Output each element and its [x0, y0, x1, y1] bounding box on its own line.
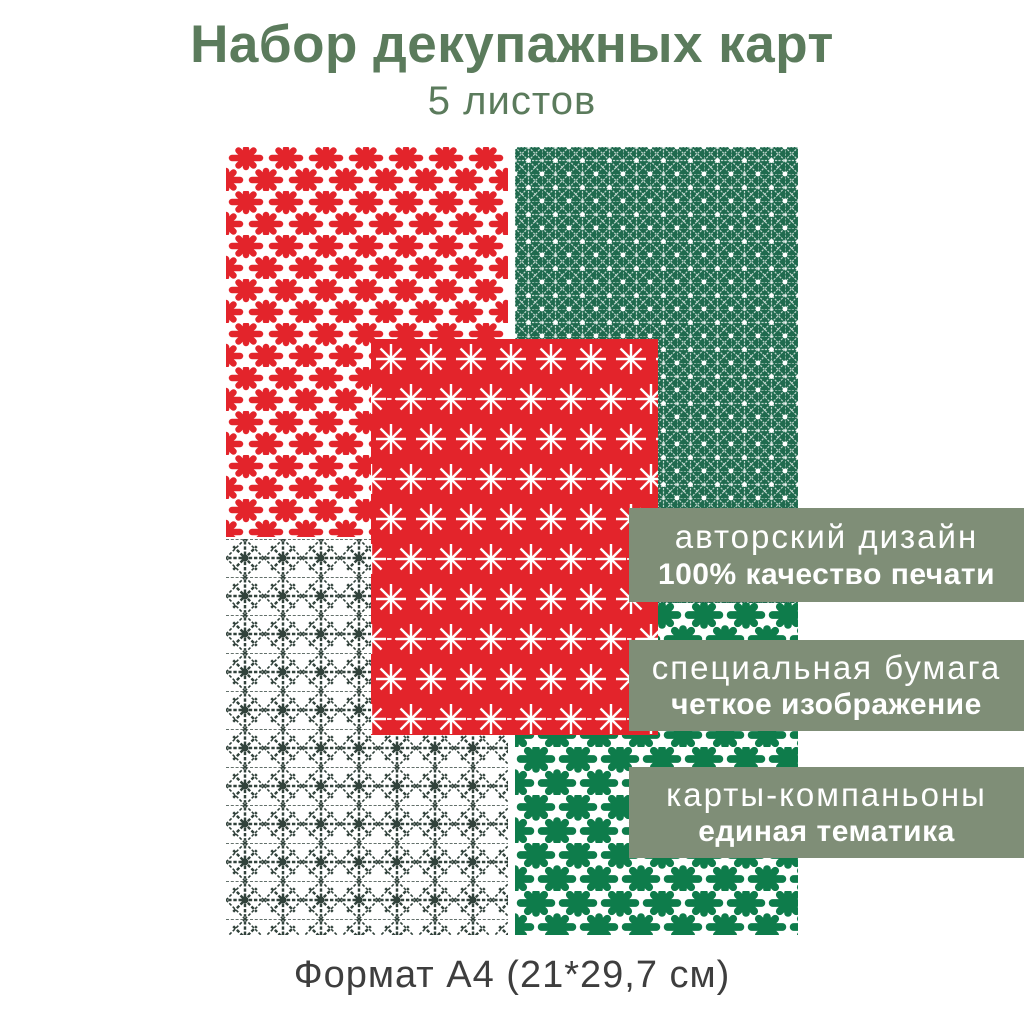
- product-title: Набор декупажных карт: [190, 15, 834, 74]
- badge-feature-label-bold: единая тематика: [698, 815, 955, 849]
- feature-badge-design: авторский дизайн 100% качество печати: [629, 508, 1024, 602]
- badge-feature-label-bold: 100% качество печати: [657, 557, 996, 591]
- sheet-count: 5 листов: [427, 79, 597, 123]
- badge-feature-label-bold: четкое изображение: [671, 688, 982, 722]
- badge-feature-label: карты-компаньоны: [666, 775, 987, 813]
- badge-feature-label: специальная бумага: [651, 648, 1002, 686]
- sheet-red-stars: [371, 339, 658, 735]
- red-stars-pattern: [371, 339, 658, 735]
- feature-badge-companions: карты-компаньоны единая тематика: [629, 767, 1024, 858]
- format-label: Формат А4 (21*29,7 см): [293, 954, 731, 996]
- badge-feature-label: авторский дизайн: [674, 518, 979, 556]
- feature-badge-paper: специальная бумага четкое изображение: [629, 640, 1024, 731]
